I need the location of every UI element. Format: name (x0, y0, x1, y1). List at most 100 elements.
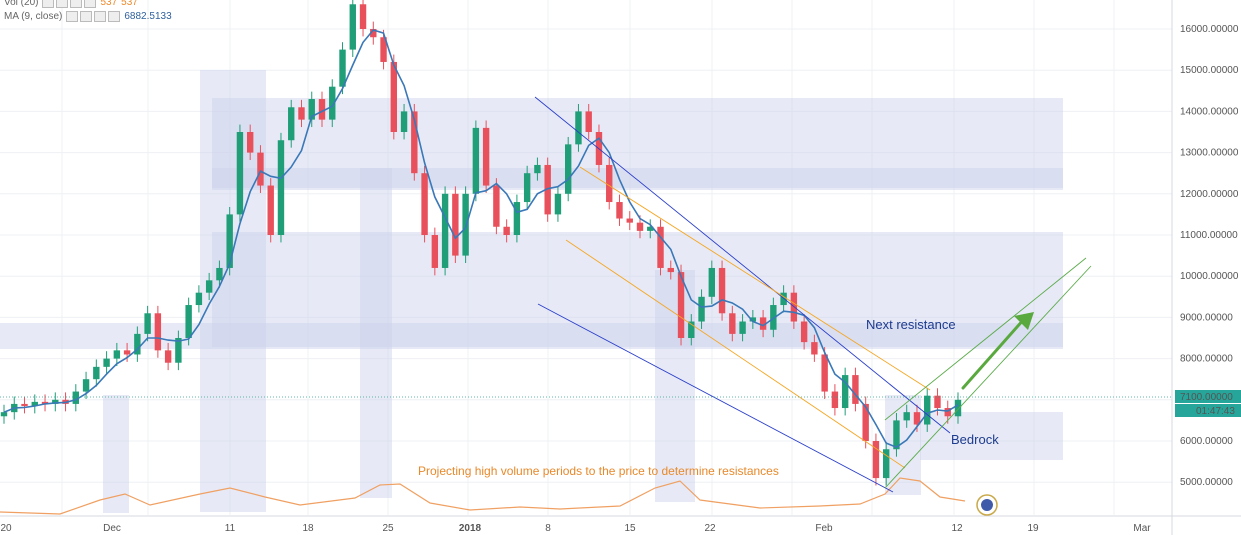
candle-body (349, 4, 356, 50)
candle-body (903, 412, 910, 421)
candle-body (626, 218, 633, 223)
time-tick-label: Dec (103, 523, 121, 534)
candle-body (503, 226, 510, 235)
chart-annotations: Next resistance Bedrock Projecting high … (418, 317, 999, 478)
candle-body (236, 132, 244, 215)
chart-grid (0, 0, 1172, 515)
candle-body (954, 399, 962, 417)
resistance-zone (360, 168, 392, 498)
close-icon[interactable] (70, 0, 83, 8)
candle-body (688, 321, 695, 338)
green-channel-upper (884, 257, 1087, 421)
eye-icon[interactable] (66, 11, 79, 22)
candle-body (924, 395, 931, 425)
candle-body (370, 29, 377, 38)
candle-body (534, 164, 541, 174)
candle-body (882, 449, 890, 479)
price-tick-label: 6000.00000 (1180, 436, 1233, 447)
candle-body (288, 107, 295, 141)
price-tick-label: 11000.00000 (1180, 230, 1238, 241)
price-tick-label: 5000.00000 (1180, 477, 1233, 488)
candle-body (339, 49, 346, 87)
candle-body (185, 305, 192, 338)
countdown-label: 01:47:43 (1196, 406, 1235, 417)
candle-body (862, 403, 869, 441)
time-tick-label: 22 (704, 523, 716, 534)
candle-body (934, 395, 941, 409)
volume-legend: Vol (20) 537 537 (4, 0, 138, 8)
time-tick-label: 20 (0, 523, 12, 534)
close-icon[interactable] (94, 11, 107, 22)
trend-drawings (0, 96, 1172, 493)
time-tick-label: Feb (815, 523, 833, 534)
candle-body (144, 313, 151, 334)
candle-body (134, 333, 141, 355)
price-tick-label: 15000.00000 (1180, 65, 1239, 76)
eye-icon[interactable] (42, 0, 55, 8)
candle-body (390, 61, 398, 132)
candle-body (441, 193, 449, 268)
legend-icons[interactable] (66, 11, 121, 22)
resistance-zone (212, 168, 1063, 190)
resistance-zone (212, 98, 1063, 188)
more-icon[interactable] (84, 0, 97, 8)
price-tick-label: 13000.00000 (1180, 148, 1239, 159)
volume-series (0, 477, 966, 515)
time-tick-label: 25 (382, 523, 394, 534)
price-tick-label: 9000.00000 (1180, 312, 1233, 323)
candlestick-series[interactable] (0, 0, 962, 486)
candle-body (729, 313, 736, 334)
candle-body (811, 342, 818, 355)
green-channel-lower (884, 265, 1092, 489)
candle-body (72, 391, 80, 404)
candle-body (93, 366, 100, 380)
candle-body (257, 152, 264, 186)
candle-body (308, 99, 315, 120)
candle-body (718, 267, 726, 314)
candle-body (677, 272, 685, 338)
time-tick-label: 15 (624, 523, 636, 534)
candle-body (41, 401, 49, 404)
candle-body (841, 375, 849, 409)
next-resistance-label: Next resistance (866, 317, 956, 332)
volume-value-2: 537 (121, 0, 138, 8)
candle-body (246, 132, 254, 153)
time-tick-label: 18 (302, 523, 314, 534)
candle-body (544, 164, 551, 215)
ma-value: 6882.5133 (124, 11, 172, 22)
candle-body (667, 267, 674, 273)
settings-icon[interactable] (80, 11, 93, 22)
ma-legend: MA (9, close) 6882.5133 (4, 11, 172, 22)
event-badge-dot (981, 499, 993, 511)
candle-body (452, 193, 459, 256)
candle-body (113, 350, 121, 359)
resistance-zone (103, 395, 129, 513)
price-tick-label: 16000.00000 (1180, 24, 1239, 35)
candle-body (770, 305, 777, 330)
candle-body (944, 408, 951, 417)
candle-body (657, 226, 664, 268)
candle-body (585, 111, 592, 132)
candle-body (380, 37, 387, 62)
candle-body (852, 375, 859, 404)
candle-body (513, 202, 521, 235)
settings-icon[interactable] (56, 0, 69, 8)
candle-body (154, 313, 162, 351)
candle-body (0, 412, 8, 417)
candle-body (739, 321, 746, 334)
candle-body (205, 280, 213, 293)
candle-body (411, 111, 418, 174)
candle-body (195, 292, 203, 306)
more-icon[interactable] (108, 11, 121, 22)
candle-body (31, 401, 38, 406)
candle-body (636, 222, 644, 231)
candle-body (103, 358, 110, 367)
candle-body (564, 144, 572, 194)
candle-body (575, 111, 582, 145)
candle-body (400, 111, 408, 132)
legend-icons[interactable] (42, 0, 97, 8)
candle-body (421, 173, 428, 235)
candle-body (913, 412, 921, 425)
volume-legend-label: Vol (20) (4, 0, 39, 8)
